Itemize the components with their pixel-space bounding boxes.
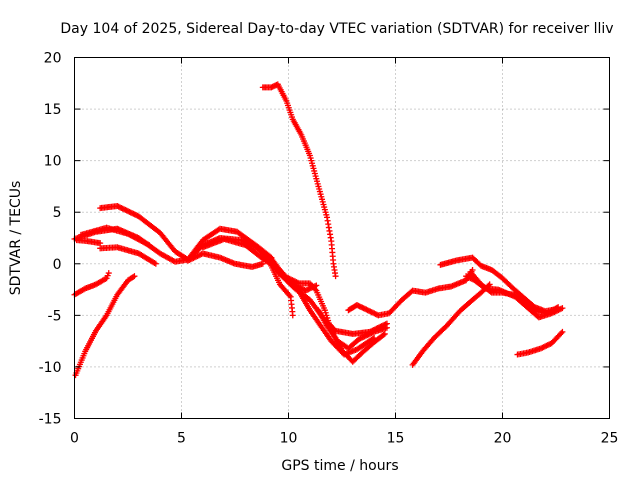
y-tick-label: 10 — [44, 154, 62, 170]
y-tick-label: -10 — [39, 360, 62, 376]
data-point-marker — [289, 312, 296, 319]
data-point-marker — [383, 324, 390, 331]
series-arc-15 — [345, 266, 476, 319]
series-arc-3 — [71, 225, 390, 337]
series-arc-4 — [97, 244, 159, 267]
data-point-marker — [259, 260, 266, 267]
series-arc-7 — [73, 237, 104, 247]
data-point-marker — [131, 273, 138, 280]
grid-lines — [74, 57, 610, 419]
data-point-marker — [371, 335, 378, 342]
x-tick-label: 15 — [387, 431, 405, 447]
data-point-marker — [146, 242, 153, 249]
series-arc-2 — [72, 273, 138, 379]
x-axis-label: GPS time / hours — [281, 458, 398, 474]
data-point-marker — [130, 273, 137, 280]
data-point-marker — [559, 328, 566, 335]
series-arc-1 — [71, 270, 112, 298]
series-arc-6 — [77, 224, 153, 249]
data-point-marker — [97, 240, 104, 247]
data-point-marker — [369, 335, 376, 342]
series-arc-10 — [255, 245, 296, 319]
x-tick-label: 5 — [177, 431, 186, 447]
series-arc-19 — [463, 273, 566, 321]
data-points — [71, 81, 566, 379]
data-point-marker — [559, 305, 566, 312]
data-point-marker — [381, 330, 388, 337]
data-point-marker — [152, 260, 159, 267]
x-tick-label: 10 — [280, 431, 298, 447]
y-axis-label: SDTVAR / TECUs — [8, 181, 24, 296]
series-arc-13 — [315, 307, 390, 352]
y-tick-label: -5 — [48, 308, 62, 324]
series-arc-11 — [268, 255, 388, 365]
y-tick-label: -15 — [39, 412, 62, 428]
x-tick-label: 0 — [70, 431, 79, 447]
data-point-marker — [312, 286, 319, 293]
data-point-marker — [380, 331, 387, 338]
plot-frame — [74, 57, 610, 419]
series-arc-14 — [259, 81, 339, 280]
x-tick-label: 25 — [601, 431, 619, 447]
data-point-marker — [80, 286, 87, 293]
y-tick-label: 15 — [44, 102, 62, 118]
data-point-marker — [558, 330, 565, 337]
y-tick-label: 20 — [44, 51, 62, 67]
data-point-marker — [151, 259, 158, 266]
data-point-marker — [332, 273, 339, 280]
data-point-marker — [105, 270, 112, 277]
data-point-marker — [102, 275, 109, 282]
series-arc-20 — [514, 328, 566, 358]
series-arc-12 — [285, 277, 378, 358]
y-tick-label: 5 — [53, 205, 62, 221]
chart-title: Day 104 of 2025, Sidereal Day-to-day VTE… — [60, 21, 613, 37]
x-tick-label: 20 — [494, 431, 512, 447]
series-arc-8 — [184, 250, 266, 270]
data-point-marker — [145, 241, 152, 248]
y-tick-label: 0 — [53, 257, 62, 273]
